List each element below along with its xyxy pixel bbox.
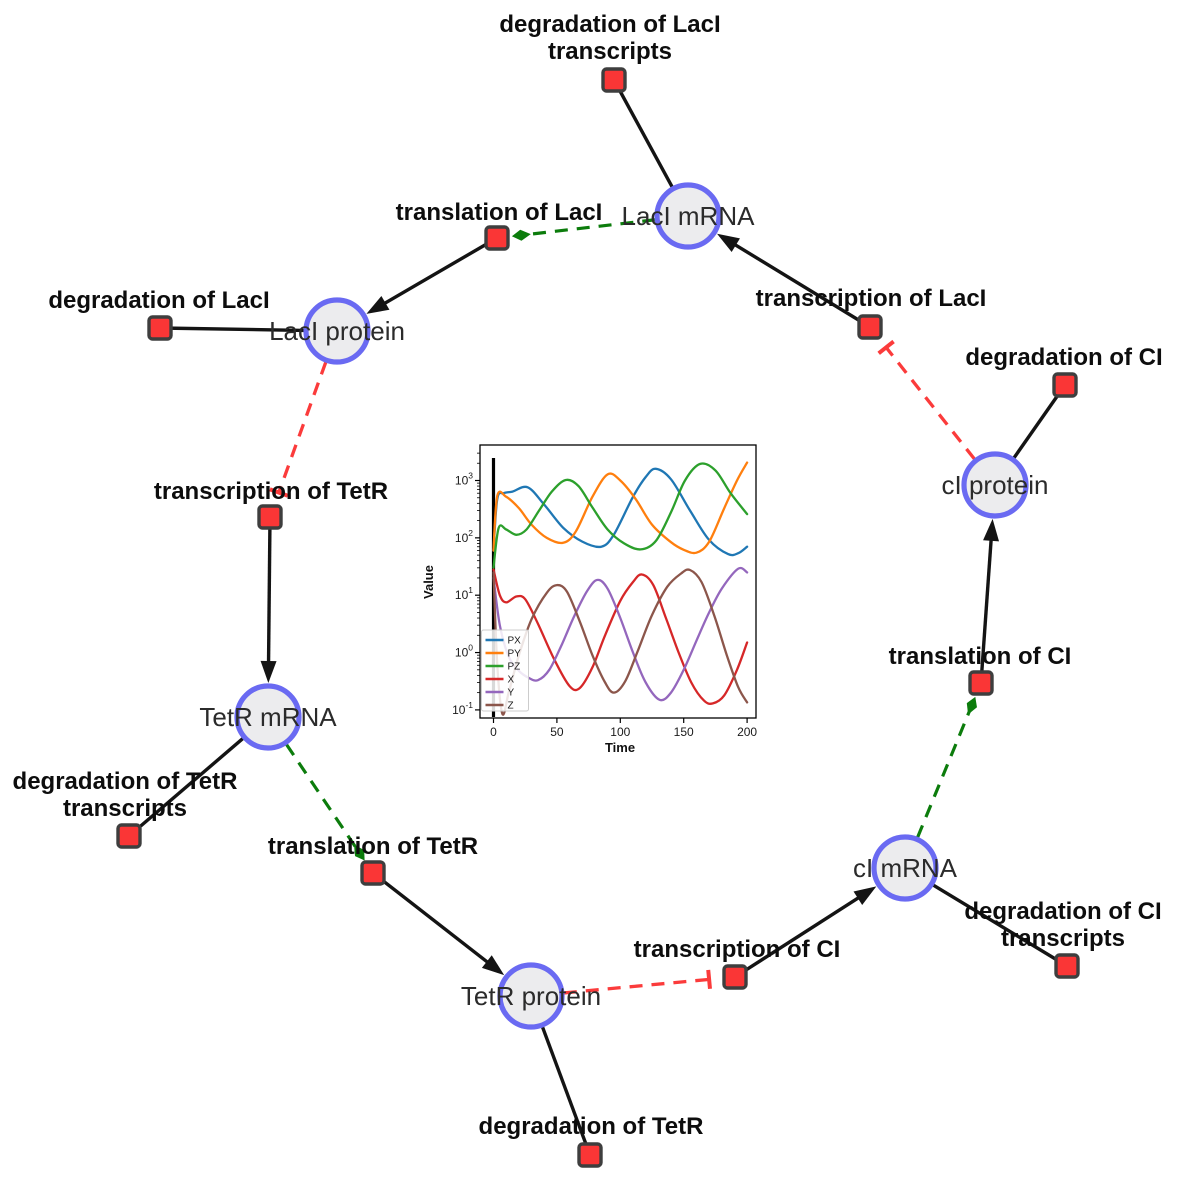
species-label-tetr-mrna: TetR mRNA [199, 702, 337, 732]
chart-xaxis-label: Time [605, 740, 635, 755]
species-label-ci-mrna: cI mRNA [853, 853, 958, 883]
species-node-tetr-mrna [234, 683, 302, 751]
reaction-label-translation-of-laci: translation of LacI [396, 199, 603, 226]
species-label-laci-mrna: LacI mRNA [622, 201, 756, 231]
reaction-node-translation-of-laci [484, 225, 510, 251]
reaction-label-transcription-of-laci: transcription of LacI [756, 285, 987, 312]
simulation-inset-chart: 0 50 100 150 200 103 102 101 100 10-1 PX PY PZ XYZ [452, 444, 757, 739]
chart-legend-label-PX: PX [508, 636, 522, 647]
reaction-label-degradation-of-ci-transcripts-line-1: degradation of CI [964, 898, 1161, 925]
reaction-label-degradation-of-tetr-transcripts-line-1: degradation of TetR [13, 768, 238, 795]
reaction-node-translation-of-ci [968, 670, 994, 696]
reaction-label-degradation-of-ci: degradation of CI [965, 344, 1162, 371]
reaction-node-degradation-of-ci [1052, 372, 1078, 398]
edge-reactant-laci_protein-to-deg_laci [159, 326, 305, 333]
chart-ytick-label-10e1: 101 [455, 585, 473, 602]
chart-ytick-label-10e0: 100 [455, 643, 473, 660]
species-label-tetr-protein: TetR protein [461, 981, 601, 1011]
edge-inhibition-laci_protein-to-txn_tetr-tbar-head [269, 487, 289, 498]
edge-product-transl_laci-to-laci_protein-arrowhead [366, 295, 390, 314]
edge-reactant-laci_mrna-to-deg_laci_tx [612, 79, 674, 188]
edge-product-transl_laci-to-laci_protein [379, 236, 498, 308]
edge-product-txn_laci-to-laci_mrna [729, 240, 871, 329]
reaction-label-degradation-of-laci: degradation of LacI [48, 287, 269, 314]
chart-legend-label-X: X [508, 675, 515, 686]
edge-product-txn_tetr-to-tetr_mrna-arrowhead [260, 660, 277, 684]
edge-product-txn_ci-to-ci_mrna [734, 893, 864, 979]
reaction-node-degradation-of-laci [147, 315, 173, 341]
reaction-node-degradation-of-ci-transcripts [1054, 953, 1080, 979]
edge-modifier-ci_mrna-to-transl_ci [916, 709, 972, 839]
edge-inhibition-ci_protein-to-txn_laci-tbar-head [877, 339, 895, 355]
edge-reactant-tetr_mrna-to-deg_tetr_tx [127, 737, 245, 838]
edge-reactant-tetr_protein-to-deg_tetr [540, 1026, 592, 1156]
nodes-layer [116, 67, 1080, 1168]
reaction-label-degradation-of-ci-transcripts-line-2: transcripts [1001, 925, 1125, 952]
reaction-node-transcription-of-laci [857, 314, 883, 340]
edge-product-transl_tetr-to-tetr_protein-arrowhead [481, 955, 505, 976]
species-node-ci-mrna [871, 834, 939, 902]
reaction-label-translation-of-ci: translation of CI [889, 643, 1072, 670]
chart-legend-label-Z: Z [508, 701, 514, 712]
chart-series-Y [492, 566, 749, 702]
species-label-laci-protein: LacI protein [269, 316, 405, 346]
edge-inhibition-tetr_protein-to-txn_ci-tbar-head [706, 969, 712, 990]
species-node-tetr-protein [497, 962, 565, 1030]
chart-ytick-label-10e2: 102 [455, 528, 473, 545]
edge-product-txn_tetr-to-tetr_mrna [266, 516, 272, 668]
reaction-node-degradation-of-laci-transcripts [601, 67, 627, 93]
edge-inhibition-laci_protein-to-txn_tetr [277, 361, 328, 494]
edge-reactant-ci_mrna-to-deg_ci_tx [932, 883, 1068, 968]
chart-xtick-label-150: 150 [674, 725, 694, 739]
edge-product-transl_ci-to-ci_protein-arrowhead [983, 518, 1000, 542]
chart-xtick-label-50: 50 [550, 725, 564, 739]
chart-xtick-label-100: 100 [610, 725, 630, 739]
chart-series-Z [492, 568, 749, 716]
chart-series-PZ [492, 462, 749, 569]
edge-modifier-laci_mrna-to-transl_laci-diamond-head [511, 229, 531, 241]
edge-product-transl_ci-to-ci_protein [979, 534, 994, 684]
edge-inhibition-ci_protein-to-txn_laci [884, 346, 976, 461]
edge-product-transl_tetr-to-tetr_protein [371, 871, 493, 967]
reaction-node-translation-of-tetr [360, 860, 386, 886]
edges-layer [127, 79, 1068, 1156]
chart-ytick-label-10e3: 103 [455, 471, 473, 488]
chart-legend-label-PY: PY [508, 649, 522, 660]
species-node-laci-mrna [654, 182, 722, 250]
chart-frame [479, 444, 757, 719]
species-label-ci-protein: cI protein [942, 470, 1049, 500]
edge-modifier-ci_mrna-to-transl_ci-diamond-head [966, 696, 977, 715]
reaction-node-degradation-of-tetr-transcripts [116, 823, 142, 849]
reaction-node-transcription-of-tetr [257, 504, 283, 530]
reaction-label-degradation-of-laci-transcripts-line-2: transcripts [548, 38, 672, 65]
edge-modifier-tetr_mrna-to-transl_tetr-diamond-head [354, 844, 365, 861]
labels-layer: LacI mRNA LacI protein TetR mRNA TetR prote… [13, 11, 1163, 1140]
reaction-label-transcription-of-tetr: transcription of TetR [154, 478, 388, 505]
reaction-label-transcription-of-ci: transcription of CI [634, 936, 841, 963]
chart-series-PY [492, 461, 749, 555]
chart-legend-label-Y: Y [508, 688, 515, 699]
chart-series-X [492, 568, 749, 705]
chart-legend-box [481, 629, 529, 712]
edge-inhibition-tetr_protein-to-txn_ci [563, 977, 710, 995]
chart-yaxis-label: Value [421, 565, 436, 599]
reaction-label-degradation-of-tetr-transcripts-line-2: transcripts [63, 795, 187, 822]
reaction-node-degradation-of-tetr [577, 1142, 603, 1168]
species-node-ci-protein [961, 451, 1029, 519]
edge-product-txn_laci-to-laci_mrna-arrowhead [717, 233, 740, 252]
species-node-laci-protein [303, 297, 371, 365]
chart-xtick-label-200: 200 [737, 725, 757, 739]
chart-legend-label-PZ: PZ [508, 662, 521, 673]
reaction-node-transcription-of-ci [722, 964, 748, 990]
edge-product-txn_ci-to-ci_mrna-arrowhead [853, 886, 877, 905]
reaction-label-degradation-of-laci-transcripts-line-1: degradation of LacI [499, 11, 720, 38]
chart-xtick-label-0: 0 [490, 725, 497, 739]
reaction-label-translation-of-tetr: translation of TetR [268, 833, 478, 860]
reaction-label-degradation-of-tetr: degradation of TetR [479, 1113, 704, 1140]
chart-ytick-label-10e-1: 10-1 [452, 700, 473, 717]
